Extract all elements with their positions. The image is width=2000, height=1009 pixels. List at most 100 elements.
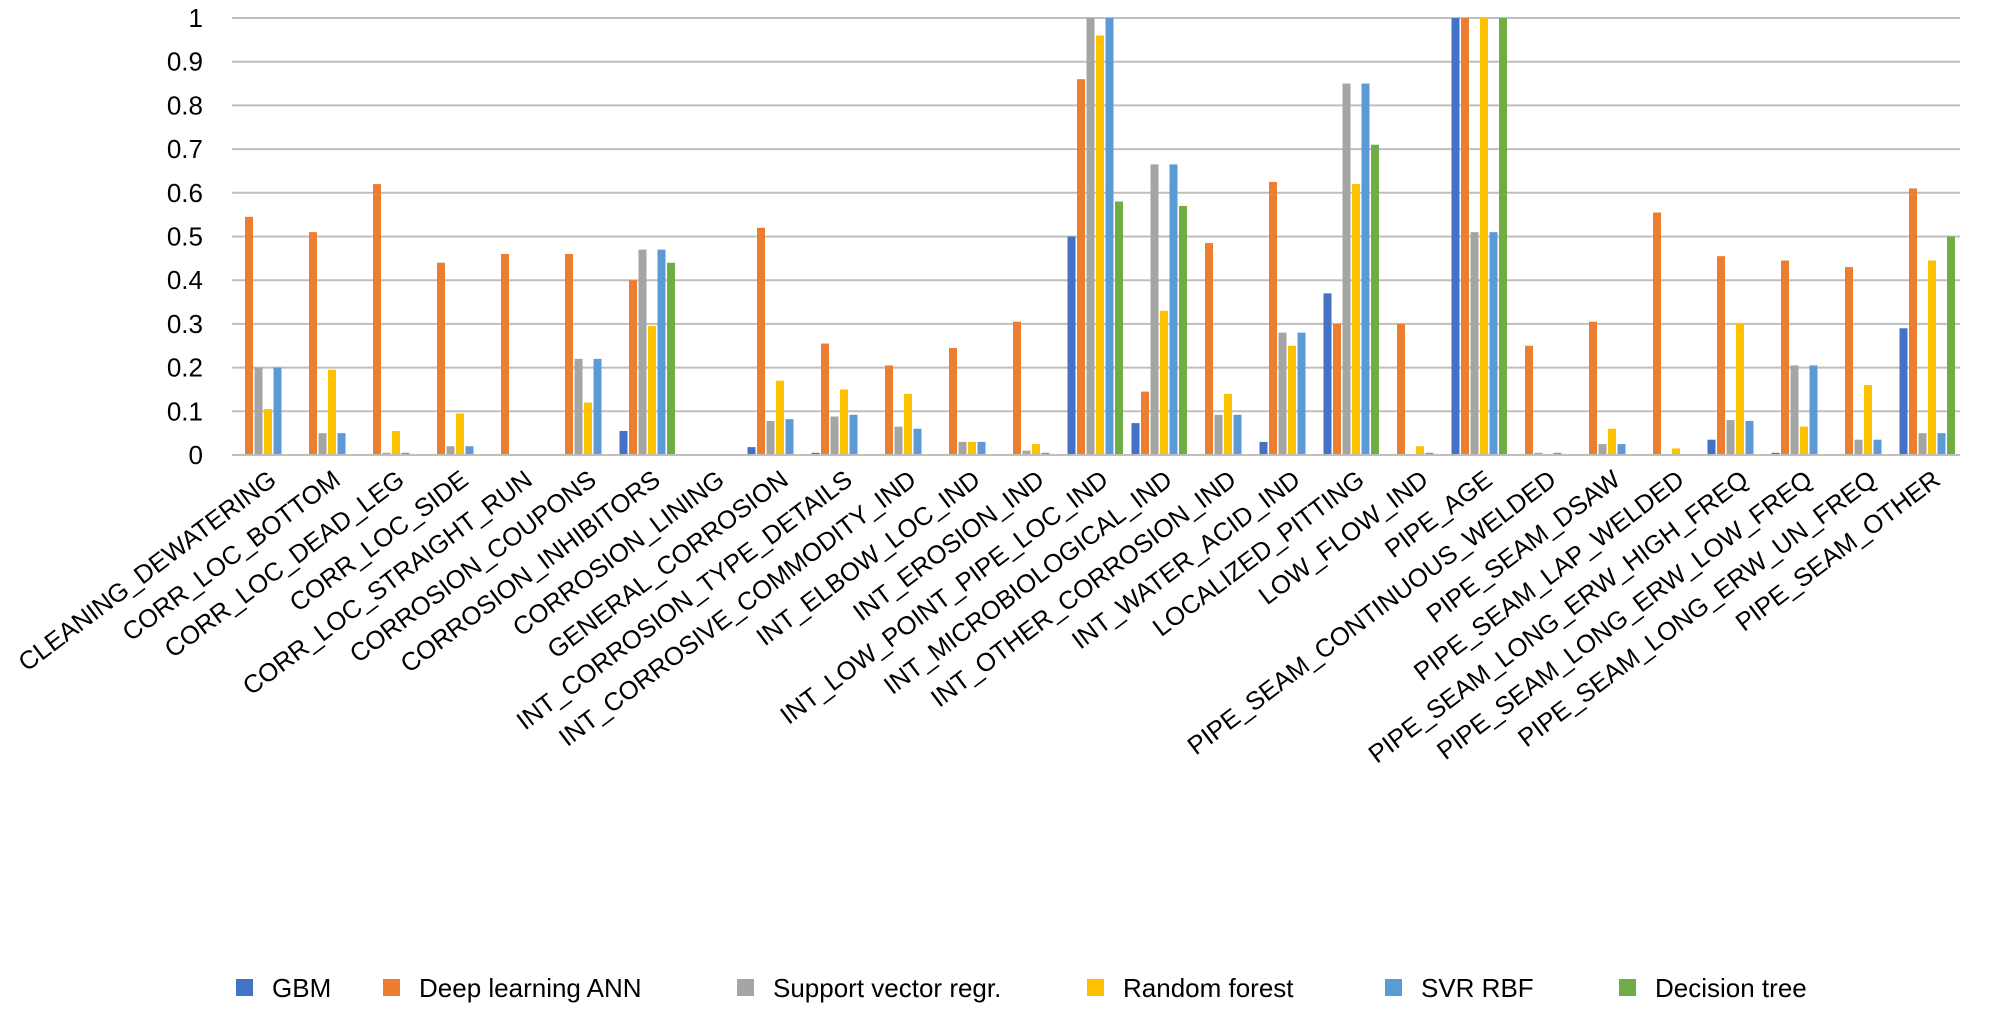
bar xyxy=(1553,452,1562,455)
bar xyxy=(1717,256,1725,455)
bar xyxy=(657,249,666,455)
bar xyxy=(1928,260,1936,455)
bar xyxy=(1105,18,1114,455)
legend-item: Support vector regr. xyxy=(737,973,1001,1003)
y-tick-label: 0.4 xyxy=(167,265,203,295)
bar xyxy=(1323,293,1332,455)
bar xyxy=(1707,439,1716,455)
bar xyxy=(1032,444,1040,455)
bar xyxy=(1525,345,1533,455)
y-tick-label: 1 xyxy=(189,3,203,33)
bar xyxy=(747,447,756,455)
bar xyxy=(584,402,592,455)
y-tick-label: 0.8 xyxy=(167,90,203,120)
bar xyxy=(373,184,381,455)
bar xyxy=(1499,18,1507,455)
bar xyxy=(1179,205,1187,455)
bar xyxy=(648,326,656,455)
y-tick-label: 0.1 xyxy=(167,396,203,426)
bar xyxy=(904,393,912,455)
bar xyxy=(849,414,858,455)
legend-label: GBM xyxy=(272,973,331,1003)
legend-item: GBM xyxy=(236,973,331,1003)
legend-label: SVR RBF xyxy=(1421,973,1534,1003)
bar xyxy=(840,389,848,455)
bar xyxy=(958,441,967,455)
bar xyxy=(638,249,647,455)
bar xyxy=(949,347,957,455)
y-axis-tick-labels: 0 0.1 0.2 0.3 0.4 0.5 0.6 0.7 0.8 0.9 1 xyxy=(167,3,203,470)
legend-swatch xyxy=(1619,979,1636,996)
bar xyxy=(667,262,675,455)
bar xyxy=(1800,426,1808,455)
bar xyxy=(264,409,272,455)
bar xyxy=(318,433,327,455)
bar xyxy=(1845,267,1853,455)
bar xyxy=(1653,212,1661,455)
bar xyxy=(401,452,410,455)
bar xyxy=(894,426,903,455)
bar xyxy=(1672,448,1680,455)
bar xyxy=(1333,323,1341,455)
bar xyxy=(1726,420,1735,455)
x-tick-label: CLEANING_DEWATERING xyxy=(14,465,282,677)
legend-swatch xyxy=(1087,979,1104,996)
bar xyxy=(382,452,391,455)
bar xyxy=(776,380,784,455)
bar xyxy=(273,367,282,455)
bar xyxy=(1790,365,1799,455)
bar xyxy=(1288,345,1296,455)
bar xyxy=(885,365,893,455)
bar xyxy=(1169,164,1178,455)
bar xyxy=(977,441,986,455)
bar xyxy=(245,216,253,455)
bar xyxy=(1947,236,1955,455)
bar xyxy=(1598,444,1607,455)
bar xyxy=(1771,452,1780,455)
bar xyxy=(1022,450,1031,455)
bar xyxy=(593,358,602,455)
bar xyxy=(254,367,263,455)
y-tick-label: 0.9 xyxy=(167,47,203,77)
legend-swatch xyxy=(383,979,400,996)
bar xyxy=(465,446,474,455)
bar xyxy=(1096,35,1104,455)
bar xyxy=(1918,433,1927,455)
legend-swatch xyxy=(1385,979,1402,996)
bar xyxy=(1451,18,1460,455)
bar xyxy=(1342,83,1351,456)
bar xyxy=(1909,188,1917,455)
bar xyxy=(1233,414,1242,455)
legend-swatch xyxy=(236,979,253,996)
bar xyxy=(1269,181,1277,455)
legend-label: Support vector regr. xyxy=(773,973,1001,1003)
bar xyxy=(968,441,976,455)
bar xyxy=(1297,332,1306,455)
legend-label: Deep learning ANN xyxy=(419,973,642,1003)
bar xyxy=(1937,433,1946,455)
y-tick-label: 0.2 xyxy=(167,353,203,383)
bar xyxy=(1131,423,1140,455)
bar xyxy=(456,413,464,455)
bar xyxy=(337,433,346,455)
bar xyxy=(1736,323,1744,455)
bar xyxy=(1489,232,1498,455)
bar xyxy=(446,446,455,455)
bar xyxy=(1854,439,1863,455)
bar xyxy=(830,416,839,455)
bars xyxy=(245,18,1955,456)
bar xyxy=(392,430,400,455)
legend-item: Deep learning ANN xyxy=(383,973,642,1003)
legend-item: Decision tree xyxy=(1619,973,1807,1003)
bar xyxy=(1150,164,1159,455)
bar xyxy=(1013,321,1021,455)
bar xyxy=(501,253,509,455)
bar xyxy=(913,428,922,455)
bar xyxy=(619,430,628,455)
bar xyxy=(1361,83,1370,456)
bar xyxy=(1086,18,1095,455)
legend-item: Random forest xyxy=(1087,973,1294,1003)
bar xyxy=(1425,452,1434,455)
y-tick-label: 0.3 xyxy=(167,309,203,339)
